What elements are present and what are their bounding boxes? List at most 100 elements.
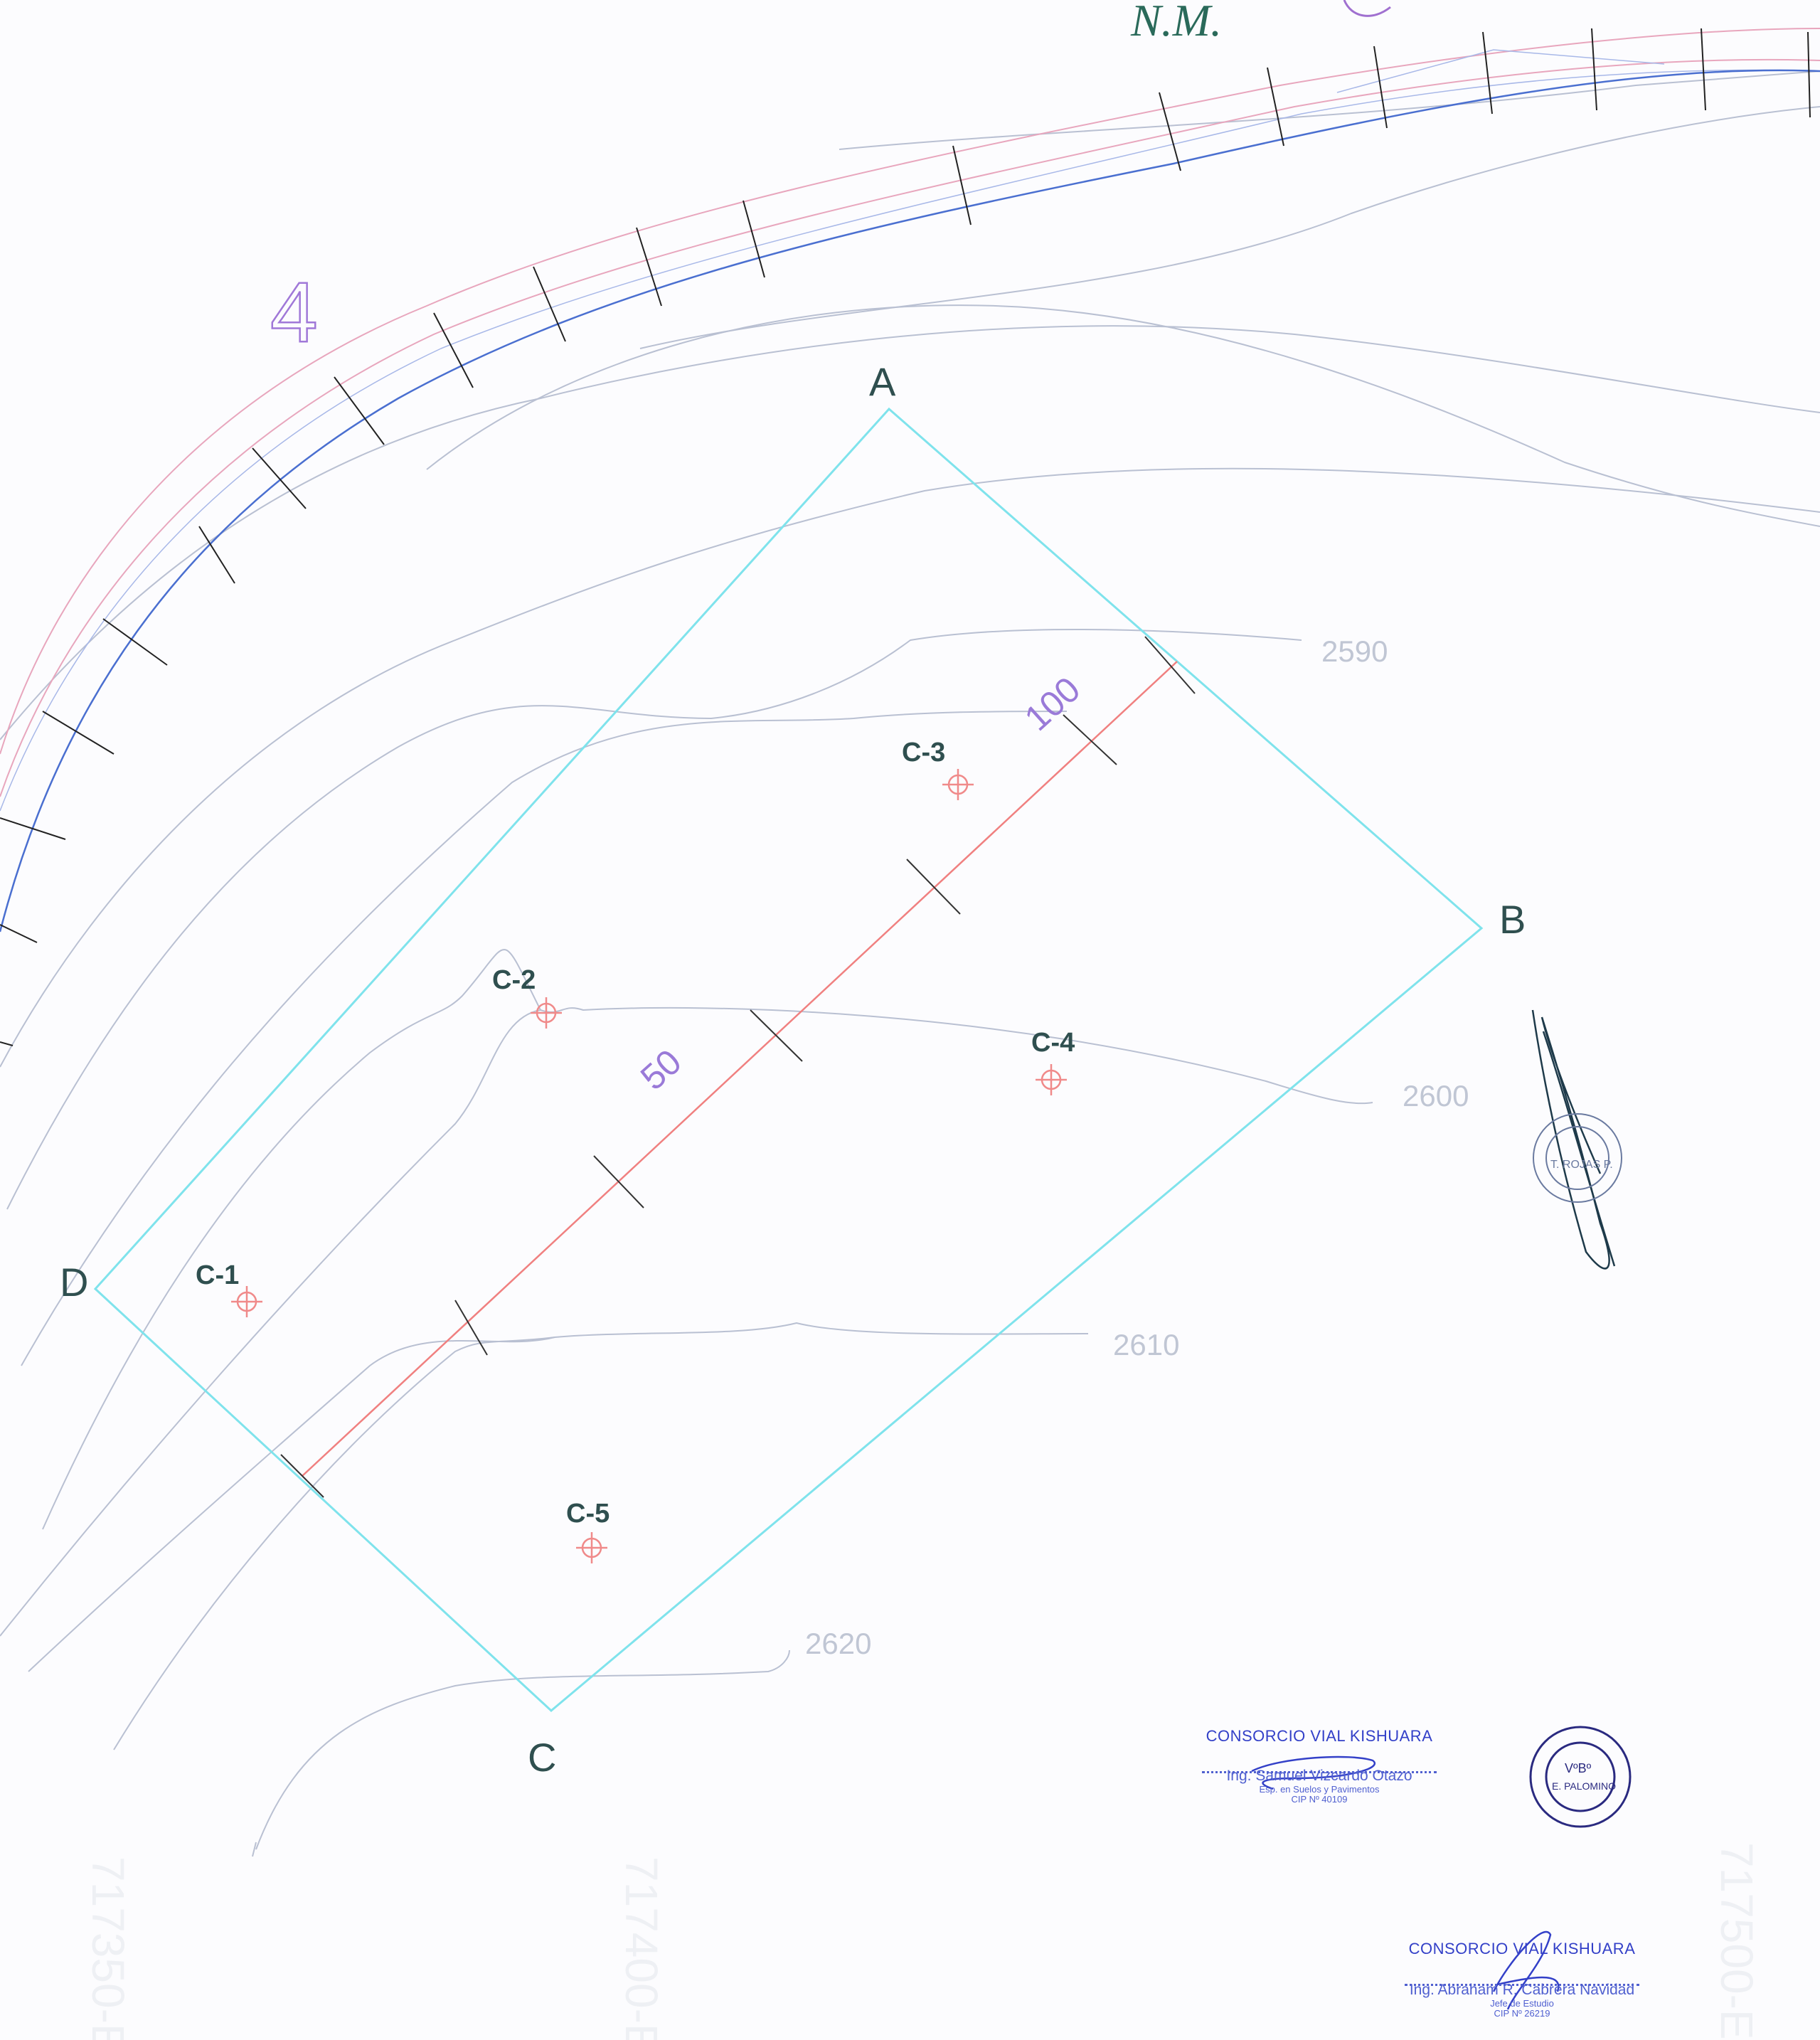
test-pit-marker-icon [231,1286,262,1317]
contour-label-2620: 2620 [805,1627,871,1660]
section-tick [1482,31,1493,115]
signature-name: Ing. Abraham R. Cabrera Navidad [1409,1982,1635,1998]
contour-line [113,1337,555,1751]
road-edge-inner [0,58,1820,797]
road-edge-outer [0,28,1820,755]
signature-mark-upper [1531,1009,1616,1270]
north-label: N.M. [1130,0,1222,46]
contour-line [42,949,1373,1530]
axis-ticks [280,636,1196,1498]
section-tick [636,227,662,307]
axis-tick [1063,714,1117,765]
vertex-label-b: B [1499,897,1526,942]
seal-center-text: VºBº [1565,1761,1592,1775]
test-pit-label: C-1 [196,1260,239,1290]
test-pit-label: C-4 [1031,1028,1075,1058]
section-tick [252,447,307,509]
road-edge-light [0,69,1820,812]
signature-cip: CIP Nº 26219 [1494,2008,1550,2019]
section-tick [1267,67,1284,147]
signature-block-chief: CONSORCIO VIAL KISHUARA Ing. Abraham R. … [1405,1940,1639,2019]
contour-line [252,1842,257,1857]
survey-polygon [93,407,1484,1712]
section-tick [533,266,566,342]
contour-line [21,711,1068,1366]
road-section-ticks [0,28,1811,1046]
test-pit-c2: C-2 [492,965,562,1029]
north-arrow-icon [1343,0,1391,17]
section-tick [1373,46,1388,129]
test-pit-c5: C-5 [566,1499,610,1563]
test-pit-marker-icon [1036,1064,1067,1095]
grid-label-717500: 717500-E [1711,1842,1762,2040]
signature-title: Esp. en Suelos y Pavimentos [1259,1784,1380,1795]
axis-tick [906,859,961,915]
road-light-edges [0,49,1820,812]
contour-label-2590: 2590 [1321,634,1388,668]
contour-line [0,467,1820,1068]
test-pit-c3: C-3 [902,738,974,800]
contour-line [0,325,1820,740]
contour-label-2610: 2610 [1113,1328,1179,1361]
test-pit-marker-icon [942,769,974,800]
signature-cip: CIP Nº 40109 [1291,1794,1348,1805]
axis-line [302,661,1178,1477]
contour-line [255,1649,790,1850]
contour-line [28,1322,1089,1672]
section-tick [1591,28,1597,111]
contour-line [426,304,1820,527]
station-label-50: 50 [633,1041,689,1098]
contour-line [839,70,1820,150]
test-pit-label: C-3 [902,738,945,767]
contour-label-2600: 2600 [1403,1079,1469,1112]
approval-seal-icon: VºBº E. PALOMINO [1529,1726,1632,1828]
vertex-label-c: C [528,1735,556,1780]
signature-block-soils: CONSORCIO VIAL KISHUARA Ing. Samuel Vizc… [1202,1727,1437,1805]
road-centerline [0,69,1820,933]
road-edge-light [1336,49,1665,93]
section-tick [1159,92,1181,171]
grid-label-717400: 717400-E [616,1856,667,2040]
test-pit-c1: C-1 [196,1260,262,1317]
sheet-mark: 4 [270,265,318,360]
section-tick [0,817,66,840]
vertex-label-d: D [60,1260,88,1305]
signature-company: CONSORCIO VIAL KISHUARA [1408,1940,1636,1957]
vertex-label-a: A [869,359,896,404]
axis-tick [280,1454,324,1498]
section-tick [198,526,235,584]
section-tick [42,711,115,755]
signature-title: Jefe de Estudio [1490,1998,1554,2009]
section-tick [433,312,474,388]
section-tick [1701,28,1706,111]
section-tick [334,376,385,445]
contour-line [639,106,1820,349]
road-edges [0,28,1820,797]
axis-tick [454,1300,488,1356]
section-tick [102,618,168,666]
axis-tick [750,1009,803,1062]
signature-name: Ing. Samuel Vizcardo Otazo [1226,1768,1412,1784]
signature-company: CONSORCIO VIAL KISHUARA [1206,1727,1433,1745]
grid-label-717350: 717350-E [83,1856,134,2040]
contour-line [6,629,1302,1210]
section-tick [1807,31,1811,118]
section-tick [0,924,38,943]
axis-tick [593,1155,644,1208]
section-tick [0,1041,14,1046]
test-pit-marker-icon [531,997,562,1029]
axis-tick [1144,636,1196,694]
seal-name: T. ROJAS P. [1550,1159,1613,1171]
seal-upper-icon: T. ROJAS P. [1533,1113,1622,1203]
test-pit-label: C-5 [566,1499,610,1529]
seal-name: E. PALOMINO [1552,1780,1616,1792]
contour-line [0,1009,541,1637]
signature-mark-lower-1 [1251,1755,1376,1790]
test-pit-c4: C-4 [1031,1028,1075,1095]
signature-line [1405,1984,1639,1986]
section-tick [952,145,972,225]
test-pit-marker-icon [576,1532,607,1563]
section-tick [743,200,765,278]
